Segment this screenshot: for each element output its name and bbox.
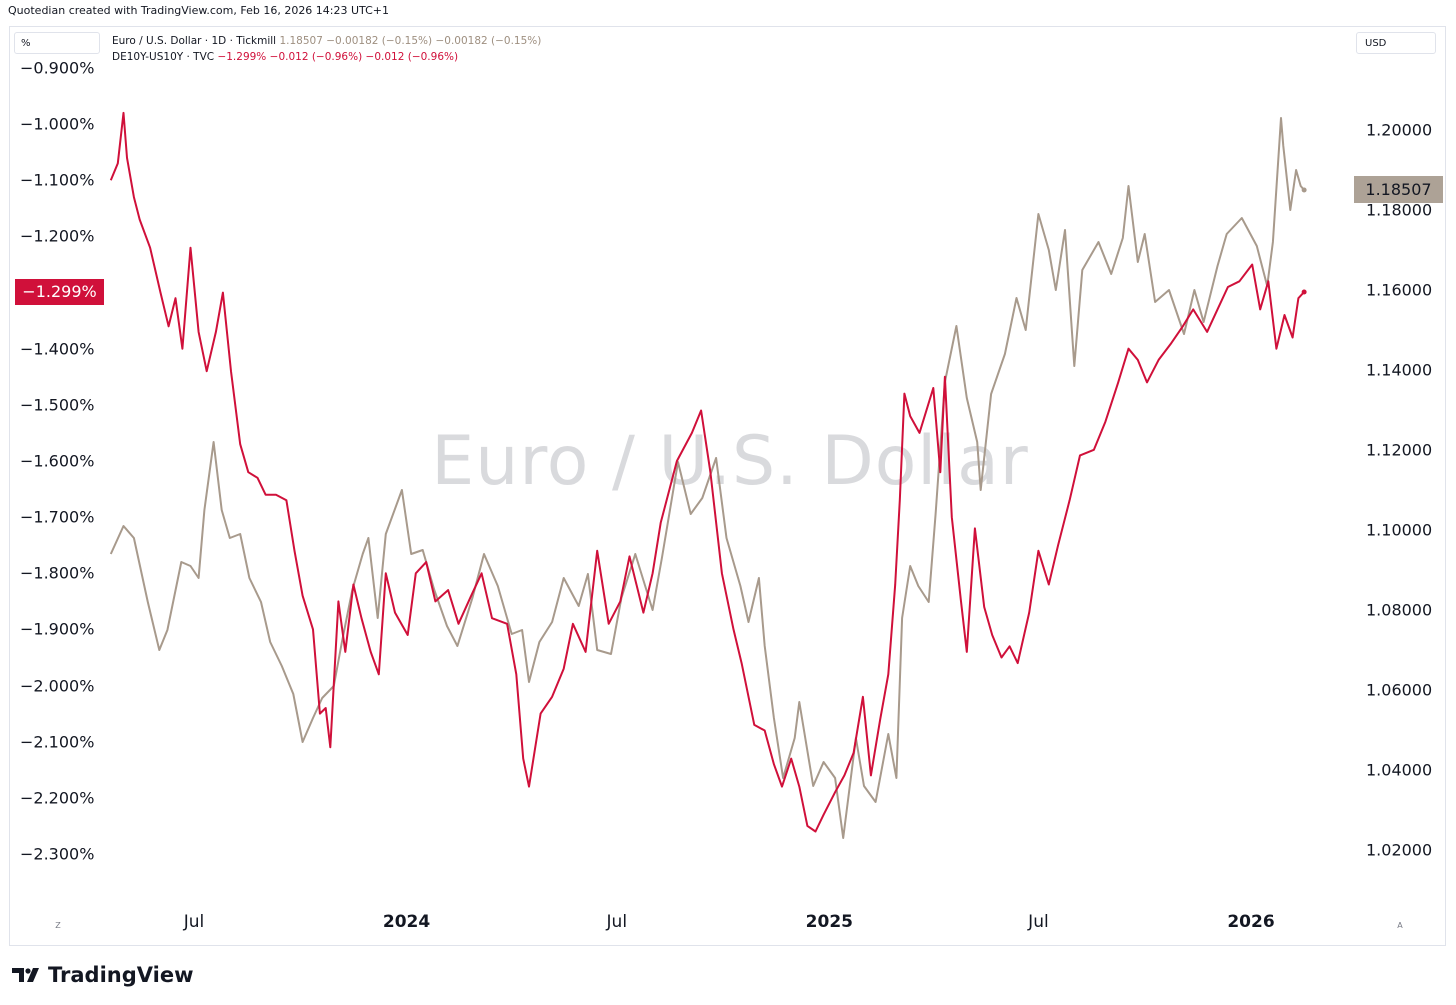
zoom-reset-button[interactable]: Z [55, 921, 61, 930]
time-tick-label: 2024 [382, 912, 431, 932]
left-tick-label: −1.600% [20, 451, 95, 471]
left-tick-label: −1.700% [20, 507, 95, 527]
left-tick-label: −1.000% [20, 114, 95, 134]
symbol-watermark: Euro / U.S. Dollar [431, 422, 1029, 501]
eurusd-series-line[interactable] [109, 117, 1305, 839]
tradingview-logo-icon [12, 968, 39, 982]
eurusd-last-value-tag: 1.18507 [1354, 176, 1443, 203]
spread-last-value-tag: −1.299% [15, 279, 104, 305]
legend-spread-name: DE10Y-US10Y · TVC [112, 51, 215, 63]
left-unit-button[interactable]: % [14, 32, 100, 54]
spread-series-line[interactable] [109, 111, 1305, 833]
legend-eurusd-change: −0.00182 (−0.15%) [326, 35, 433, 47]
time-tick-label: 2026 [1227, 912, 1275, 932]
chart-frame[interactable] [9, 26, 1446, 946]
right-tick-label: 1.12000 [1366, 440, 1433, 460]
spread-last-point [1301, 289, 1307, 295]
eurusd-last-point [1301, 187, 1307, 193]
legend-spread-change: −0.012 (−0.96%) [269, 51, 363, 63]
right-tick-label: 1.02000 [1366, 840, 1433, 860]
legend-spread-value: −1.299% [217, 51, 267, 63]
time-tick-label: Jul [1028, 912, 1049, 932]
left-tick-label: −2.200% [20, 788, 95, 808]
legend-row-eurusd[interactable]: Euro / U.S. Dollar · 1D · Tickmill 1.185… [112, 33, 541, 49]
legend-spread-change2: −0.012 (−0.96%) [365, 51, 459, 63]
left-tick-label: −1.900% [20, 619, 95, 639]
right-tick-label: 1.16000 [1366, 280, 1433, 300]
left-tick-label: −1.500% [20, 395, 95, 415]
left-tick-label: −1.200% [20, 226, 95, 246]
legend: Euro / U.S. Dollar · 1D · Tickmill 1.185… [112, 33, 541, 65]
tradingview-logo: TradingView [12, 963, 193, 987]
right-tick-label: 1.10000 [1366, 520, 1433, 540]
right-tick-label: 1.06000 [1366, 680, 1433, 700]
time-tick-label: Jul [606, 912, 628, 932]
right-tick-label: 1.04000 [1366, 760, 1433, 780]
left-tick-label: −2.000% [20, 676, 95, 696]
header-caption: Quotedian created with TradingView.com, … [8, 4, 390, 17]
legend-row-spread[interactable]: DE10Y-US10Y · TVC −1.299% −0.012 (−0.96%… [112, 49, 541, 65]
left-tick-label: −1.400% [20, 339, 95, 359]
brand-name: TradingView [48, 963, 194, 987]
left-tick-label: −1.100% [20, 170, 95, 190]
currency-button[interactable]: USD [1356, 32, 1436, 54]
right-tick-label: 1.14000 [1366, 360, 1433, 380]
time-tick-label: Jul [183, 912, 205, 932]
left-tick-label: −1.800% [20, 563, 95, 583]
legend-eurusd-change2: −0.00182 (−0.15%) [435, 35, 542, 47]
right-tick-label: 1.08000 [1366, 600, 1433, 620]
left-tick-label: −2.300% [20, 844, 95, 864]
left-tick-label: −2.100% [20, 732, 95, 752]
right-tick-label: 1.18000 [1366, 200, 1433, 220]
time-tick-label: 2025 [805, 912, 854, 932]
auto-scale-button[interactable]: A [1397, 921, 1403, 930]
right-tick-label: 1.20000 [1366, 120, 1433, 140]
left-tick-label: −0.900% [20, 58, 95, 78]
legend-eurusd-value: 1.18507 [279, 35, 323, 47]
legend-eurusd-name: Euro / U.S. Dollar · 1D · Tickmill [112, 35, 277, 47]
